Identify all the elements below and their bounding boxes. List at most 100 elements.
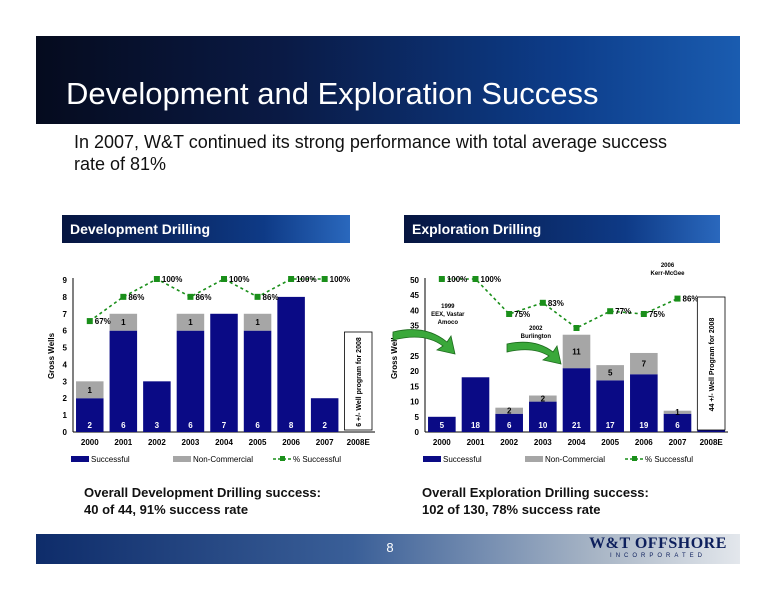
exp-bar-successful [596, 380, 624, 432]
exp-bar-label-successful: 19 [639, 421, 648, 430]
exp-bar-successful [630, 374, 658, 432]
exp-bar-label-noncommercial: 1 [675, 408, 680, 417]
exp-pct-label: 100% [447, 275, 467, 284]
exp-xtick-label: 2007 [669, 438, 687, 447]
dev-pct-marker [288, 276, 295, 282]
exp-annotation-text: 1999 [441, 304, 455, 310]
dev-ytick-label: 9 [63, 276, 68, 285]
exp-annotation-text: Burlington [521, 334, 552, 340]
exp-annotation-text: 2006 [661, 263, 675, 269]
exp-legend-swatch [423, 456, 441, 462]
green-arrow-icon [392, 329, 456, 355]
development-summary: Overall Development Drilling success: 40… [84, 484, 321, 518]
exp-bar-noncommercial [562, 334, 591, 369]
dev-pct-label: 100% [229, 275, 249, 284]
slide-title: Development and Exploration Success [66, 76, 599, 111]
dev-pct-marker [187, 293, 194, 300]
dev-ytick-label: 7 [63, 310, 68, 319]
dev-legend-label: % Successful [293, 455, 341, 464]
exp-bar-label-successful: 6 [507, 421, 512, 430]
exp-bar-label-noncommercial: 2 [507, 407, 512, 416]
dev-bar-label-successful: 8 [289, 421, 294, 430]
exp-pct-label: 86% [683, 295, 699, 304]
dev-bar-successful [176, 330, 205, 432]
exp-bar-noncommercial [529, 395, 557, 402]
exp-ytick-label: 5 [415, 413, 420, 422]
dev-ytick-label: 5 [63, 344, 68, 353]
exp-ytick-label: 15 [410, 382, 419, 391]
dev-legend-swatch [173, 456, 191, 462]
dev-bar-successful [277, 296, 305, 432]
exp-ytick-label: 35 [410, 322, 419, 331]
dev-pct-marker [120, 293, 127, 300]
exp-bar-successful [529, 401, 557, 432]
dev-bar-label-noncommercial: 1 [255, 318, 260, 327]
dev-bar-label-successful: 7 [222, 421, 227, 430]
exp-ytick-label: 40 [410, 306, 419, 315]
dev-pct-marker [221, 276, 227, 282]
development-header: Development Drilling [62, 215, 350, 243]
exp-pct-marker [573, 325, 580, 331]
dev-pct-label: 86% [128, 293, 144, 302]
exp-bar-successful [562, 368, 591, 432]
exp-annotation-text: 2002 [529, 326, 543, 332]
exp-program-text: 44 +/- Well Program for 2008 [709, 317, 716, 411]
dev-ytick-label: 3 [63, 377, 68, 386]
exp-pct-marker [438, 276, 445, 282]
exp-bar-successful [461, 377, 490, 432]
company-logo: W&T OFFSHORE INCORPORATED [588, 535, 728, 563]
exp-xtick-label: 2000 [433, 438, 451, 447]
exp-xtick-label: 2008E [700, 438, 724, 447]
dev-pct-label: 86% [195, 293, 211, 302]
dev-bar-label-successful: 3 [155, 421, 160, 430]
dev-pct-marker [86, 318, 93, 325]
dev-xtick-label: 2007 [316, 438, 334, 447]
exp-legend-label: Successful [443, 455, 482, 464]
dev-bar-label-successful: 6 [255, 421, 260, 430]
exp-ytick-label: 45 [410, 291, 419, 300]
exp-legend-label: Non-Commercial [545, 455, 605, 464]
exp-bar-label-successful: 10 [538, 421, 547, 430]
exp-ytick-label: 10 [410, 398, 419, 407]
dev-pct-label: 100% [162, 275, 182, 284]
exp-xtick-label: 2003 [534, 438, 552, 447]
exp-pct-marker [472, 276, 479, 282]
logo-subtitle: INCORPORATED [610, 553, 706, 559]
dev-legend-swatch [71, 456, 89, 462]
logo-wordmark: W&T OFFSHORE [589, 535, 727, 552]
exploration-header: Exploration Drilling [404, 215, 720, 243]
dev-ytick-label: 4 [63, 360, 68, 369]
dev-xtick-label: 2001 [114, 438, 132, 447]
exp-annotation-text: EEX, Vastar [431, 312, 465, 318]
dev-bar-label-successful: 6 [188, 421, 193, 430]
footer-bar [36, 534, 740, 564]
dev-bar-label-noncommercial: 1 [88, 386, 93, 395]
exp-bar-successful [428, 416, 456, 432]
exp-ytick-label: 25 [410, 352, 419, 361]
exp-legend-label: % Successful [645, 455, 693, 464]
dev-xtick-label: 2002 [148, 438, 166, 447]
dev-legend-marker [280, 456, 285, 461]
exp-bar-label-noncommercial: 2 [541, 395, 546, 404]
exp-xtick-label: 2006 [635, 438, 653, 447]
exp-pct-marker [506, 311, 513, 317]
dev-program-text: 6 +/- Well program for 2008 [356, 337, 363, 427]
exp-pct-marker [640, 311, 647, 317]
dev-y-axis-title: Gross Wells [47, 332, 56, 379]
exp-pct-marker [674, 295, 681, 302]
dev-bar-successful [109, 330, 138, 432]
dev-ytick-label: 8 [63, 293, 68, 302]
dev-bar-noncommercial [109, 313, 138, 331]
exp-pct-label: 75% [649, 310, 665, 319]
dev-xtick-label: 2008E [347, 438, 371, 447]
exp-ytick-label: 50 [410, 276, 419, 285]
dev-xtick-label: 2003 [182, 438, 200, 447]
development-summary-line2: 40 of 44, 91% success rate [84, 502, 249, 517]
dev-xtick-label: 2005 [249, 438, 267, 447]
exp-bar-noncommercial [630, 352, 658, 375]
exp-xtick-label: 2001 [467, 438, 485, 447]
dev-bar-label-successful: 6 [121, 421, 126, 430]
dev-bar-successful [310, 398, 339, 432]
exploration-summary-line2: 102 of 130, 78% success rate [422, 502, 601, 517]
